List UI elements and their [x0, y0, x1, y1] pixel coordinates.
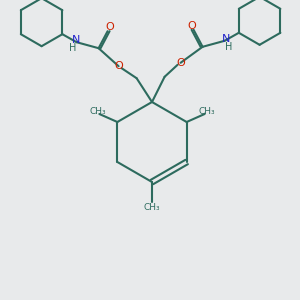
Text: CH₃: CH₃: [89, 107, 106, 116]
Text: CH₃: CH₃: [144, 202, 160, 211]
Text: O: O: [187, 21, 196, 31]
Text: O: O: [105, 22, 114, 32]
Text: H: H: [69, 43, 76, 53]
Text: N: N: [221, 34, 230, 44]
Text: N: N: [71, 35, 80, 45]
Text: H: H: [225, 42, 232, 52]
Text: CH₃: CH₃: [198, 107, 215, 116]
Text: O: O: [176, 58, 185, 68]
Text: O: O: [114, 61, 123, 71]
